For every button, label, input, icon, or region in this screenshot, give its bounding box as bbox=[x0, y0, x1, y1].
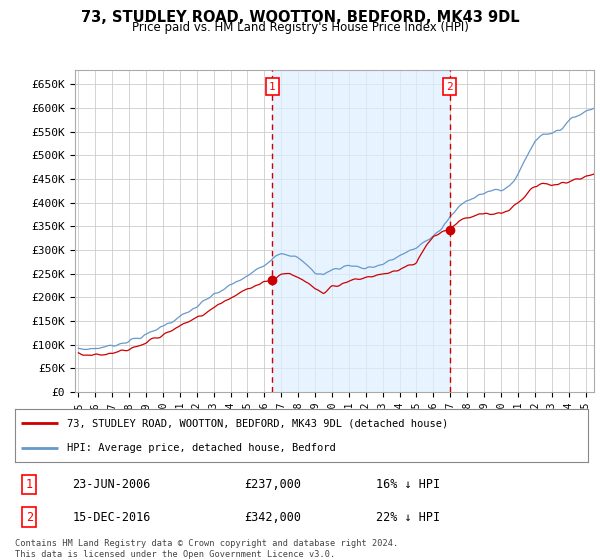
Text: 2: 2 bbox=[26, 511, 33, 524]
Text: Price paid vs. HM Land Registry's House Price Index (HPI): Price paid vs. HM Land Registry's House … bbox=[131, 21, 469, 34]
Text: £342,000: £342,000 bbox=[244, 511, 301, 524]
Text: 16% ↓ HPI: 16% ↓ HPI bbox=[376, 478, 440, 491]
Text: 22% ↓ HPI: 22% ↓ HPI bbox=[376, 511, 440, 524]
Text: £237,000: £237,000 bbox=[244, 478, 301, 491]
Text: 15-DEC-2016: 15-DEC-2016 bbox=[73, 511, 151, 524]
Text: 73, STUDLEY ROAD, WOOTTON, BEDFORD, MK43 9DL (detached house): 73, STUDLEY ROAD, WOOTTON, BEDFORD, MK43… bbox=[67, 418, 448, 428]
Text: HPI: Average price, detached house, Bedford: HPI: Average price, detached house, Bedf… bbox=[67, 442, 335, 452]
Text: 73, STUDLEY ROAD, WOOTTON, BEDFORD, MK43 9DL: 73, STUDLEY ROAD, WOOTTON, BEDFORD, MK43… bbox=[80, 10, 520, 25]
Text: 1: 1 bbox=[26, 478, 33, 491]
Text: 1: 1 bbox=[269, 82, 276, 92]
Text: Contains HM Land Registry data © Crown copyright and database right 2024.
This d: Contains HM Land Registry data © Crown c… bbox=[15, 539, 398, 559]
Text: 23-JUN-2006: 23-JUN-2006 bbox=[73, 478, 151, 491]
Text: 2: 2 bbox=[446, 82, 453, 92]
Bar bbox=[272, 70, 449, 392]
